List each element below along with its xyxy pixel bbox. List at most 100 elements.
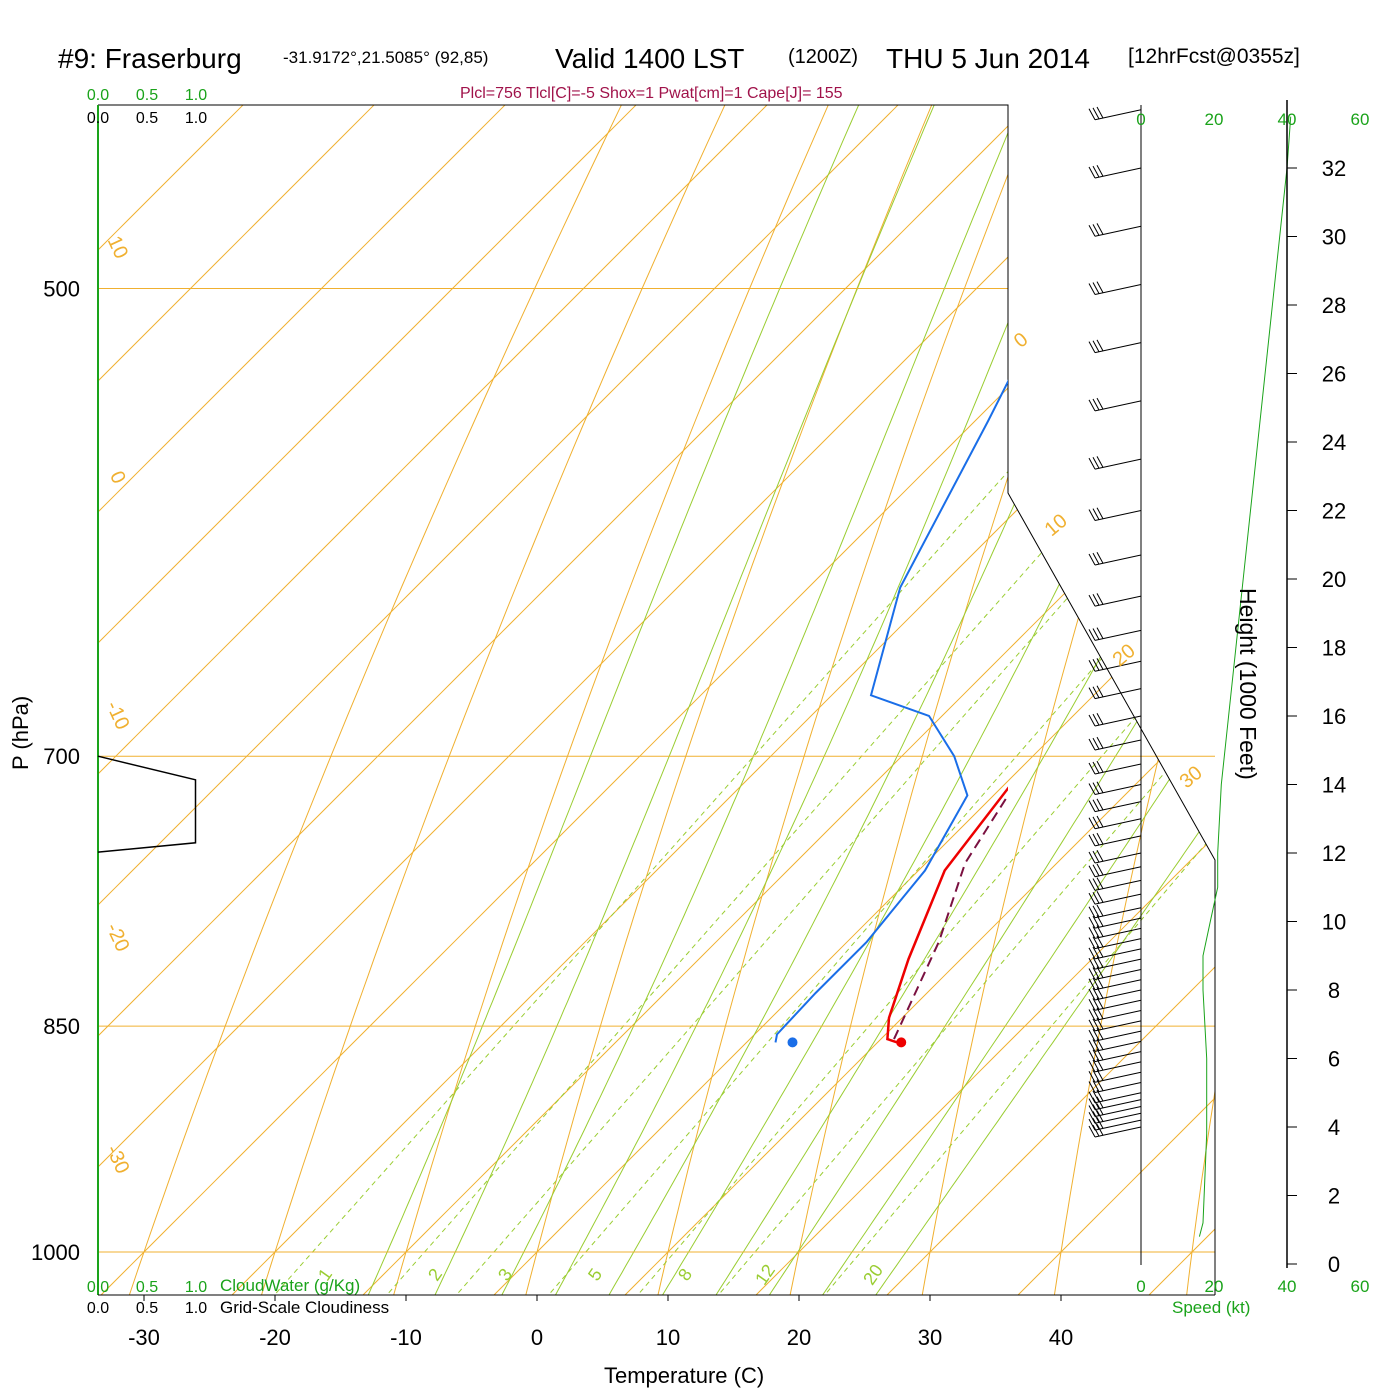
surface-dewpoint-marker — [787, 1037, 798, 1048]
forecast-info: [12hrFcst@0355z] — [1128, 45, 1300, 68]
temperature-tick-label: -20 — [259, 1325, 291, 1350]
cloudiness-tick-top: 0.5 — [136, 110, 158, 127]
isotherm-line — [1242, 0, 1400, 1333]
cloudwater-tick-bottom: 1.0 — [185, 1279, 207, 1296]
moist-adiabat-line — [743, 105, 1215, 1295]
wind-speed-line — [1198, 116, 1292, 1237]
cloudwater-tick-top: 0.5 — [136, 87, 158, 104]
wind-barb — [1088, 339, 1142, 354]
wind-barb — [1088, 736, 1142, 751]
series-dewpoint-line — [774, 379, 1008, 1043]
isotherm-line — [98, 105, 1215, 1295]
mixing-ratio-label: 3 — [494, 1265, 516, 1285]
isotherm-line — [717, 105, 1215, 1295]
moist-adiabat-line — [481, 105, 1215, 1295]
height-tick-label: 20 — [1322, 567, 1346, 592]
cloudiness-line — [97, 755, 197, 853]
moist-adiabat-line — [416, 105, 1215, 1295]
temperature-tick-label: 10 — [656, 1325, 680, 1350]
zulu-time: (1200Z) — [788, 46, 858, 68]
surface-temperature-marker — [896, 1037, 907, 1048]
temperature-tick-label: 20 — [787, 1325, 811, 1350]
height-tick-label: 28 — [1322, 293, 1346, 318]
speed-tick-top: 20 — [1205, 110, 1224, 129]
wind-barb — [1088, 712, 1142, 727]
isotherm-line — [98, 105, 1215, 1295]
cloudiness-label: Grid-Scale Cloudiness — [220, 1298, 389, 1317]
isotherm-line — [586, 105, 1215, 1295]
wind-barb — [1088, 1123, 1142, 1138]
moist-adiabat-line — [691, 105, 1215, 1295]
series-parcel-line — [893, 793, 1008, 1040]
height-tick-label: 4 — [1328, 1115, 1340, 1140]
wind-barb — [1088, 863, 1142, 878]
isotherm-label: -10 — [101, 698, 133, 733]
isotherm-line — [98, 105, 1215, 1295]
wind-barb — [1088, 904, 1142, 919]
height-tick-label: 30 — [1322, 225, 1346, 250]
wind-barb — [1088, 1069, 1142, 1083]
pressure-tick-label: 1000 — [31, 1240, 80, 1265]
wind-barb — [1088, 849, 1142, 864]
wind-barb — [1088, 397, 1142, 412]
wind-barb — [1088, 456, 1142, 470]
wind-barb — [1088, 627, 1142, 641]
isotherm-label: 20 — [1109, 640, 1140, 671]
speed-tick-bottom: 60 — [1351, 1277, 1370, 1296]
isotherm-label: -30 — [101, 1142, 133, 1177]
wind-barb — [1088, 658, 1142, 672]
cloudiness-tick-bottom: 0.0 — [87, 1300, 109, 1317]
mixing-ratio-line — [526, 105, 1215, 1295]
dry-adiabat-line — [648, 105, 1215, 1295]
cloudiness-tick-top: 1.0 — [185, 110, 207, 127]
cloudwater-label: CloudWater (g/Kg) — [220, 1276, 360, 1295]
stability-indices: Plcl=756 Tlcl[C]=-5 Shox=1 Pwat[cm]=1 Ca… — [460, 85, 843, 102]
speed-tick-top: 40 — [1278, 110, 1297, 129]
height-tick-label: 32 — [1322, 156, 1346, 181]
cloudiness-profile — [97, 755, 197, 853]
wind-barb — [1088, 877, 1142, 891]
pressure-tick-label: 850 — [43, 1014, 80, 1039]
wind-barb — [1088, 164, 1142, 179]
temperature-tick-label: 30 — [918, 1325, 942, 1350]
dry-adiabat-line — [515, 105, 1215, 1295]
height-tick-label: 24 — [1322, 430, 1346, 455]
wind-barb — [1088, 760, 1142, 775]
mixing-ratio-label: 12 — [751, 1261, 779, 1289]
moist-adiabat-line — [638, 105, 1215, 1295]
speed-tick-bottom: 40 — [1278, 1277, 1297, 1296]
moist-adiabat-line — [350, 105, 1215, 1295]
moist-adiabat-line — [848, 105, 1215, 1295]
isotherm-line — [98, 105, 1215, 1295]
wind-barb — [1088, 551, 1142, 566]
cloudwater-tick-bottom: 0.0 — [87, 1279, 109, 1296]
series-temperature-line — [886, 786, 1008, 1044]
cloudwater-tick-top: 1.0 — [185, 87, 207, 104]
moist-adiabat-line — [796, 105, 1215, 1295]
wind-barb — [1088, 815, 1142, 830]
height-tick-label: 26 — [1322, 362, 1346, 387]
temperature-tick-label: -30 — [128, 1325, 160, 1350]
isotherm-line — [98, 105, 1215, 1295]
cloudiness-tick-bottom: 0.5 — [136, 1300, 158, 1317]
wind-barb — [1088, 1048, 1142, 1063]
wind-barb — [1088, 507, 1142, 521]
mixing-ratio-line — [696, 105, 1215, 1295]
speed-tick-bottom: 0 — [1136, 1277, 1145, 1296]
cloudwater-tick-bottom: 0.5 — [136, 1279, 158, 1296]
speed-tick-bottom: 20 — [1205, 1277, 1224, 1296]
isotherm-label: 10 — [103, 233, 132, 262]
mixing-ratio-line — [434, 105, 1215, 1295]
wind-barb — [1088, 966, 1142, 980]
isotherm-line — [98, 105, 1212, 1295]
moist-adiabat-line — [534, 105, 1215, 1295]
height-tick-label: 10 — [1322, 910, 1346, 935]
height-tick-label: 0 — [1328, 1252, 1340, 1277]
wind-barb — [1088, 781, 1142, 795]
y-axis-label: P (hPa) — [8, 696, 33, 770]
temperature-tick-label: 40 — [1049, 1325, 1073, 1350]
isotherm-line — [193, 105, 1215, 1295]
wind-barb — [1088, 281, 1142, 295]
height-tick-label: 16 — [1322, 704, 1346, 729]
